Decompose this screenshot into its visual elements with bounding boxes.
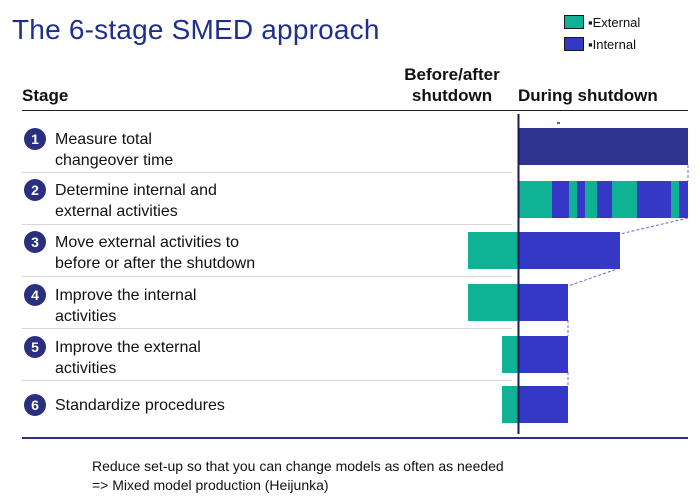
- row-separator: [22, 276, 512, 277]
- stage-number-badge: 5: [24, 336, 46, 358]
- row-separator: [22, 224, 512, 225]
- stage-label-line1: Standardize procedures: [55, 397, 225, 414]
- stage1-marker: [557, 122, 560, 124]
- legend-swatch-internal: [564, 37, 584, 51]
- stage-label-line1: Measure total: [55, 131, 152, 148]
- stage-label-line2: external activities: [55, 203, 178, 220]
- stage-column-header: Stage: [22, 86, 69, 105]
- stage5-external-bar: [502, 336, 519, 373]
- stage6-external-bar: [502, 386, 519, 423]
- stage2-external-segment: [569, 181, 577, 218]
- stage-label-line1: Improve the external: [55, 339, 201, 356]
- stage-label: Determine internal and external activiti…: [55, 180, 217, 222]
- stage2-external-segment: [519, 181, 552, 218]
- stage2-external-segment: [671, 181, 679, 218]
- row-separator: [22, 172, 512, 173]
- header-rule: [22, 110, 688, 111]
- stage2-internal-segment: [552, 181, 569, 218]
- legend: ▪External ▪Internal: [564, 12, 640, 56]
- stage-label-line2: activities: [55, 360, 117, 377]
- stage-label-line1: Determine internal and: [55, 182, 217, 199]
- stage5-internal-bar: [519, 336, 568, 373]
- legend-item-internal: ▪Internal: [564, 34, 640, 54]
- stage1-internal-bar: [519, 128, 688, 165]
- footer-note: Reduce set-up so that you can change mod…: [92, 457, 504, 495]
- stage2-internal-segment: [597, 181, 612, 218]
- stage2-internal-segment: [679, 181, 688, 218]
- stage-number-badge: 4: [24, 284, 46, 306]
- stage3-external-bar: [468, 232, 519, 269]
- stage2-internal-segment: [577, 181, 585, 218]
- stage4-external-bar: [468, 284, 519, 321]
- bottom-rule: [22, 437, 688, 439]
- before-after-header-line2: shutdown: [411, 86, 493, 105]
- legend-label-internal: ▪Internal: [588, 36, 636, 52]
- legend-item-external: ▪External: [564, 12, 640, 32]
- stage2-external-segment: [612, 181, 637, 218]
- during-shutdown-column-header: During shutdown: [518, 86, 658, 105]
- page-title: The 6-stage SMED approach: [12, 14, 380, 45]
- stage2-external-segment: [585, 181, 597, 218]
- stage-label: Move external activities to before or af…: [55, 232, 255, 274]
- stage4-internal-bar: [519, 284, 568, 321]
- stage-label: Improve the external activities: [55, 337, 201, 379]
- stage-number-badge: 2: [24, 179, 46, 201]
- stage-label-line2: activities: [55, 308, 117, 325]
- footer-line2: => Mixed model production (Heijunka): [92, 477, 329, 493]
- stage-label: Standardize procedures: [55, 395, 225, 416]
- stage-number-badge: 3: [24, 231, 46, 253]
- stage-label-line1: Move external activities to: [55, 234, 240, 251]
- stage-number-badge: 1: [24, 128, 46, 150]
- stage-number-badge: 6: [24, 394, 46, 416]
- before-after-column-header: Before/after shutdown: [396, 64, 508, 106]
- stage-label-line2: changeover time: [55, 152, 174, 169]
- stage6-internal-bar: [519, 386, 568, 423]
- stage-label-line1: Improve the internal: [55, 287, 197, 304]
- row-separator: [22, 380, 512, 381]
- stage-label: Improve the internal activities: [55, 285, 196, 327]
- legend-swatch-external: [564, 15, 584, 29]
- footer-line1: Reduce set-up so that you can change mod…: [92, 458, 504, 474]
- stage-label: Measure total changeover time: [55, 129, 173, 171]
- stage3-internal-bar: [519, 232, 620, 269]
- legend-label-external: ▪External: [588, 14, 641, 30]
- row-separator: [22, 328, 512, 329]
- stage2-internal-segment: [637, 181, 671, 218]
- before-after-header-line1: Before/after: [404, 65, 500, 84]
- stage2-to-3-guide: [619, 217, 689, 235]
- stage-label-line2: before or after the shutdown: [55, 255, 256, 272]
- stage3-to-4-guide: [567, 267, 621, 287]
